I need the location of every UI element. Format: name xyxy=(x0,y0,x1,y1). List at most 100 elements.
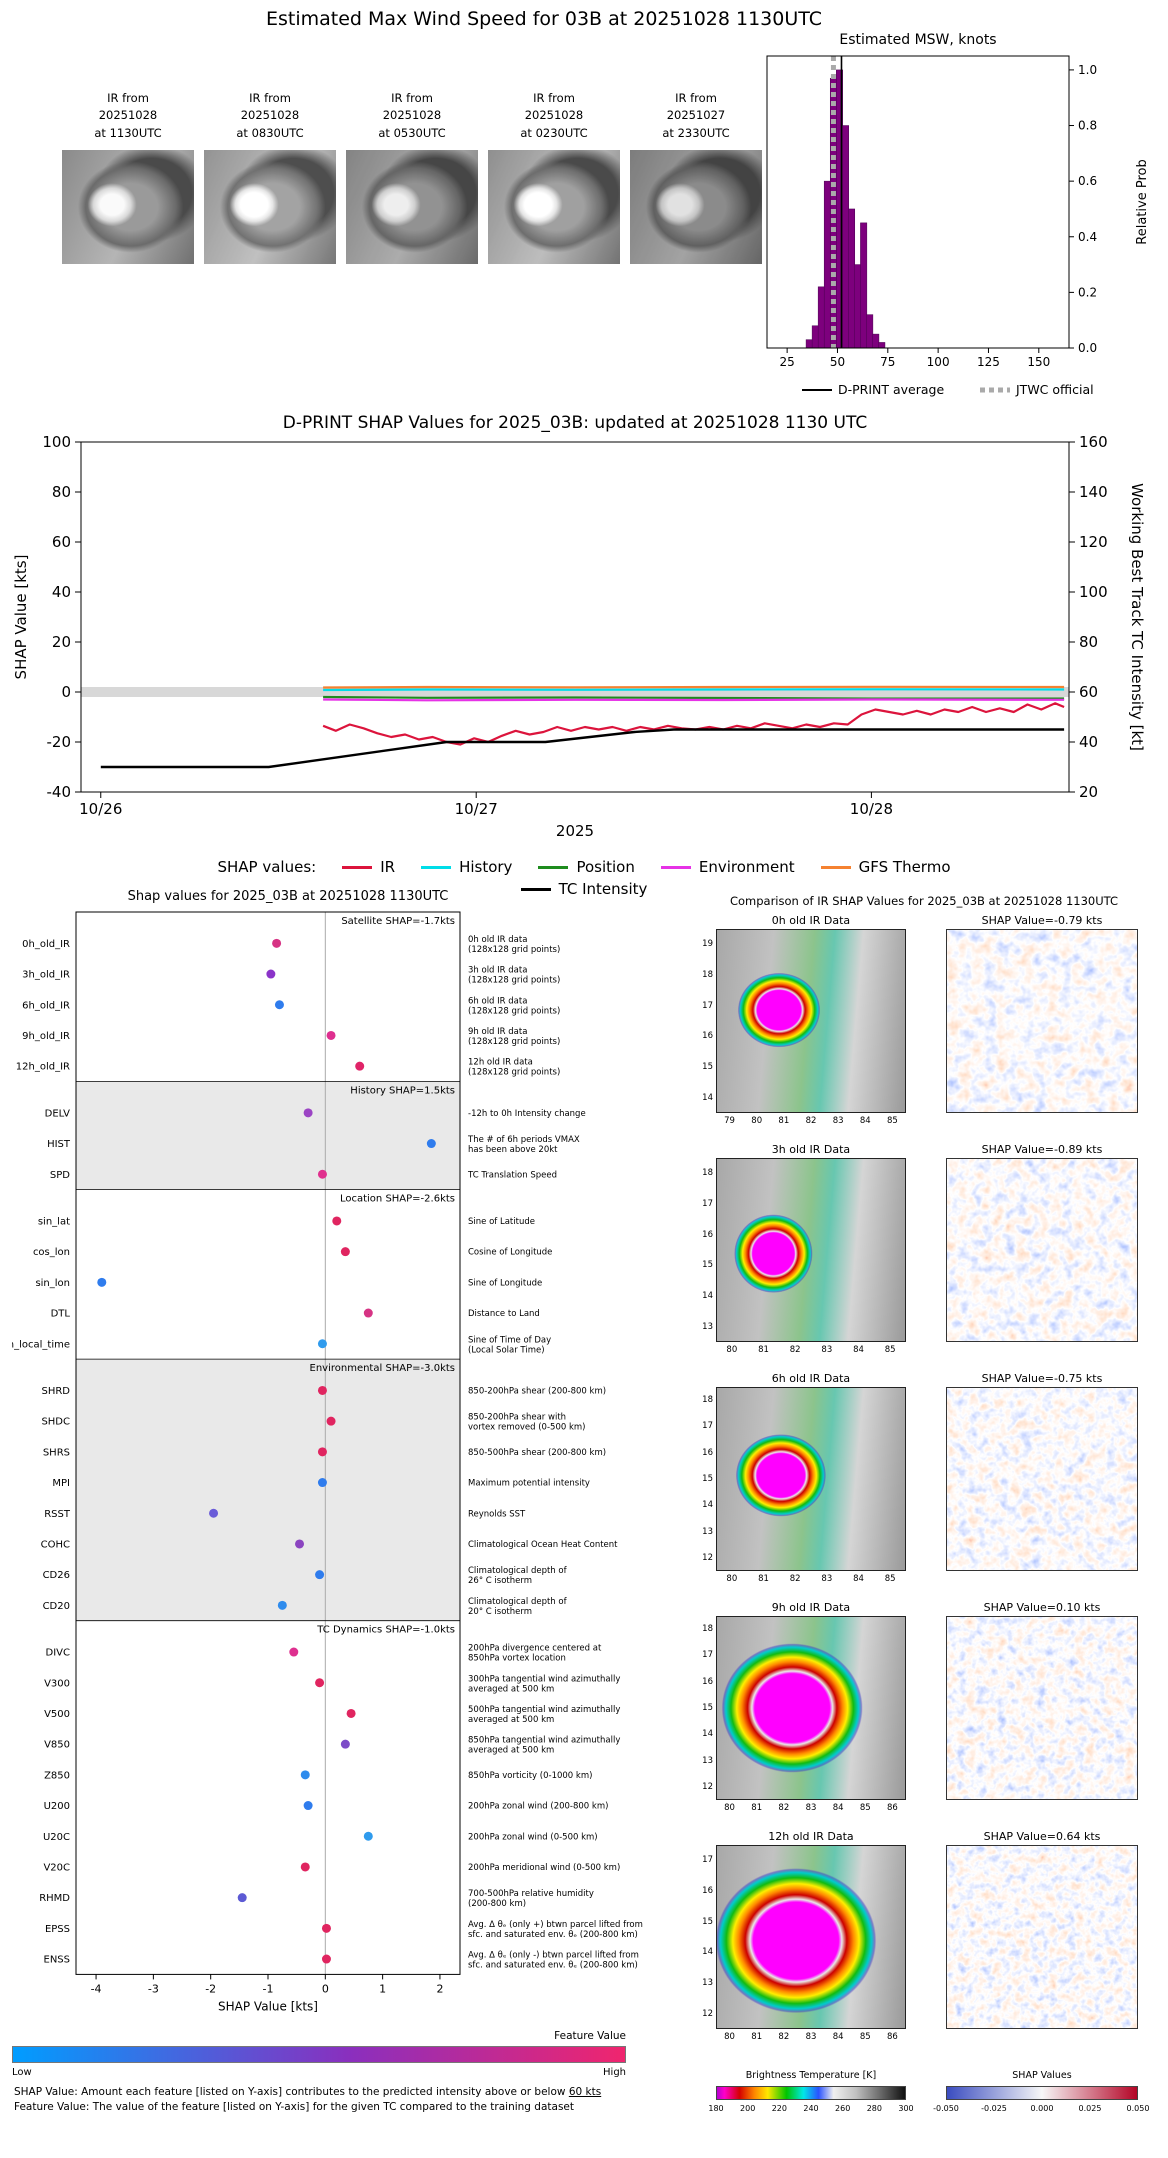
feature-description: Cosine of Longitude xyxy=(468,1248,552,1258)
feature-description: 850hPa tangential wind azimuthally xyxy=(468,1736,620,1746)
series-history xyxy=(323,688,1065,692)
feature-description: vortex removed (0-500 km) xyxy=(468,1423,585,1433)
ir-thumbnail-label: IR from 20251028 at 1130UTC xyxy=(94,91,162,140)
feature-label: RSST xyxy=(44,1509,71,1520)
map-y-tick-label: 16 xyxy=(702,1031,713,1042)
feature-description: Sine of Longitude xyxy=(468,1278,542,1288)
map-y-tick-label: 17 xyxy=(702,1199,713,1209)
feature-dot xyxy=(317,1339,327,1349)
group-background xyxy=(76,1359,460,1621)
map-x-tick-label: 84 xyxy=(832,2032,844,2042)
feature-dot xyxy=(363,1831,373,1841)
feature-description: 300hPa tangential wind azimuthally xyxy=(468,1674,620,1684)
shap-map-title: SHAP Value=-0.89 kts xyxy=(981,1143,1103,1156)
shap-colorbar-tick-label: 0.025 xyxy=(1078,2104,1102,2113)
feature-label: RHMD xyxy=(39,1893,70,1904)
feature-dot xyxy=(315,1678,325,1688)
legend-line-sample xyxy=(421,865,452,869)
feature-description: Avg. Δ θₑ (only -) btwn parcel lifted fr… xyxy=(468,1951,639,1961)
y-tick-label: 0.6 xyxy=(1078,174,1097,188)
map-x-tick-label: 86 xyxy=(887,2032,898,2042)
x-tick-label: 0 xyxy=(322,1982,329,1995)
ir-thumbnail-image xyxy=(62,149,194,264)
map-y-tick-label: 16 xyxy=(702,1676,713,1687)
feature-label: V20C xyxy=(43,1862,70,1873)
feature-label: V850 xyxy=(44,1740,70,1751)
shap-colorbar-tick-label: 0.000 xyxy=(1030,2104,1054,2113)
ir-thumbnail-label: IR from 20251027 at 2330UTC xyxy=(662,91,730,140)
feature-dot xyxy=(340,1739,350,1749)
map-x-tick-label: 82 xyxy=(778,1803,790,1813)
y-axis-title: Relative Prob xyxy=(1135,159,1150,244)
shap-colorbar-tick-label: -0.025 xyxy=(981,2104,1007,2113)
left-tick-label: -20 xyxy=(47,733,72,751)
bt-colorbar-tick-label: 300 xyxy=(898,2104,914,2113)
feature-label: DTL xyxy=(51,1309,71,1320)
feature-description: 9h old IR data xyxy=(468,1027,527,1037)
ir-map-title: 0h old IR Data xyxy=(771,914,851,927)
map-x-tick-label: 82 xyxy=(789,1574,801,1584)
group-header: Location SHAP=-2.6kts xyxy=(340,1194,455,1205)
map-x-tick-label: 85 xyxy=(884,1574,896,1584)
map-x-tick-label: 84 xyxy=(832,1803,844,1813)
feature-dot xyxy=(295,1539,305,1549)
shap-map-image xyxy=(946,929,1138,1113)
left-tick-label: 20 xyxy=(52,633,71,651)
map-x-tick-label: 81 xyxy=(751,1803,763,1813)
shap-map-image xyxy=(946,1616,1138,1800)
map-x-tick-label: 79 xyxy=(724,1116,735,1126)
map-y-tick-label: 19 xyxy=(702,939,713,950)
map-y-tick-label: 16 xyxy=(702,1229,713,1240)
feature-description: Avg. Δ θₑ (only +) btwn parcel lifted fr… xyxy=(468,1920,643,1930)
series-position xyxy=(323,695,1065,700)
hist-bar xyxy=(842,125,849,349)
map-x-tick-label: 85 xyxy=(859,2032,871,2042)
comparison-row: 6h old IR Data SHAP Value=-0.75 kts 18 17 16… xyxy=(692,1372,1168,1601)
ir-thumbnail-image xyxy=(346,149,478,264)
ir-thumbnail: IR from 20251027 at 2330UTC xyxy=(630,90,762,264)
shap-map-title: SHAP Value=-0.79 kts xyxy=(981,914,1103,927)
hist-bar xyxy=(854,264,862,349)
ir-thumbnail: IR from 20251028 at 0830UTC xyxy=(204,90,336,264)
feature-description: 200hPa divergence centered at xyxy=(468,1644,602,1654)
feature-dot xyxy=(326,1030,336,1040)
histogram-title: Estimated MSW, knots xyxy=(839,32,996,48)
x-tick-label: -1 xyxy=(263,1982,274,1995)
x-tick-label: 25 xyxy=(779,355,794,369)
map-y-tick-label: 14 xyxy=(702,1729,713,1740)
map-x-tick-label: 80 xyxy=(751,1116,763,1126)
legend-label: D-PRINT average xyxy=(838,382,944,397)
map-x-tick-label: 81 xyxy=(778,1116,790,1126)
right-tick-label: 40 xyxy=(1079,733,1098,751)
map-y-tick-label: 13 xyxy=(702,1526,713,1537)
left-tick-label: 60 xyxy=(52,533,71,551)
feature-description: Climatological depth of xyxy=(468,1566,568,1576)
shap-noise-svg xyxy=(947,1617,1137,1799)
map-y-tick-label: 16 xyxy=(702,1447,713,1458)
legend-label: Environment xyxy=(698,858,795,876)
left-tick-label: -40 xyxy=(47,783,72,801)
feature-label: SHRS xyxy=(43,1447,70,1458)
feature-description: Climatological Ocean Heat Content xyxy=(468,1540,618,1550)
colorbar-low-label: Low xyxy=(12,2067,32,2078)
map-x-tick-label: 81 xyxy=(751,2032,763,2042)
map-y-tick-label: 17 xyxy=(702,1855,713,1866)
feature-value-footnote: Feature Value: The value of the feature … xyxy=(14,2101,575,2113)
x-tick-label: 100 xyxy=(927,355,950,369)
feature-label: DIVC xyxy=(46,1648,70,1659)
map-y-tick-label: 13 xyxy=(702,1755,713,1766)
bt-colorbar-title: Brightness Temperature [K] xyxy=(745,2070,877,2081)
feature-description: (128x128 grid points) xyxy=(468,976,560,986)
feature-shap-chart: Shap values for 2025_03B at 20251028 113… xyxy=(12,889,643,2013)
map-y-tick-label: 15 xyxy=(702,1703,713,1713)
feature-dot xyxy=(272,938,282,948)
left-tick-label: 100 xyxy=(42,433,71,451)
shap-timeseries-panel: D-PRINT SHAP Values for 2025_03B: update… xyxy=(0,412,1168,898)
ir-map-title: 6h old IR Data xyxy=(771,1372,851,1385)
map-x-tick-label: 83 xyxy=(821,1574,833,1584)
x-tick-label: 150 xyxy=(1027,355,1050,369)
map-y-tick-label: 14 xyxy=(702,1500,713,1511)
map-y-tick-label: 12 xyxy=(702,1552,713,1563)
bt-colorbar-tick-label: 200 xyxy=(740,2104,756,2113)
feature-description: 850-200hPa shear with xyxy=(468,1413,566,1423)
